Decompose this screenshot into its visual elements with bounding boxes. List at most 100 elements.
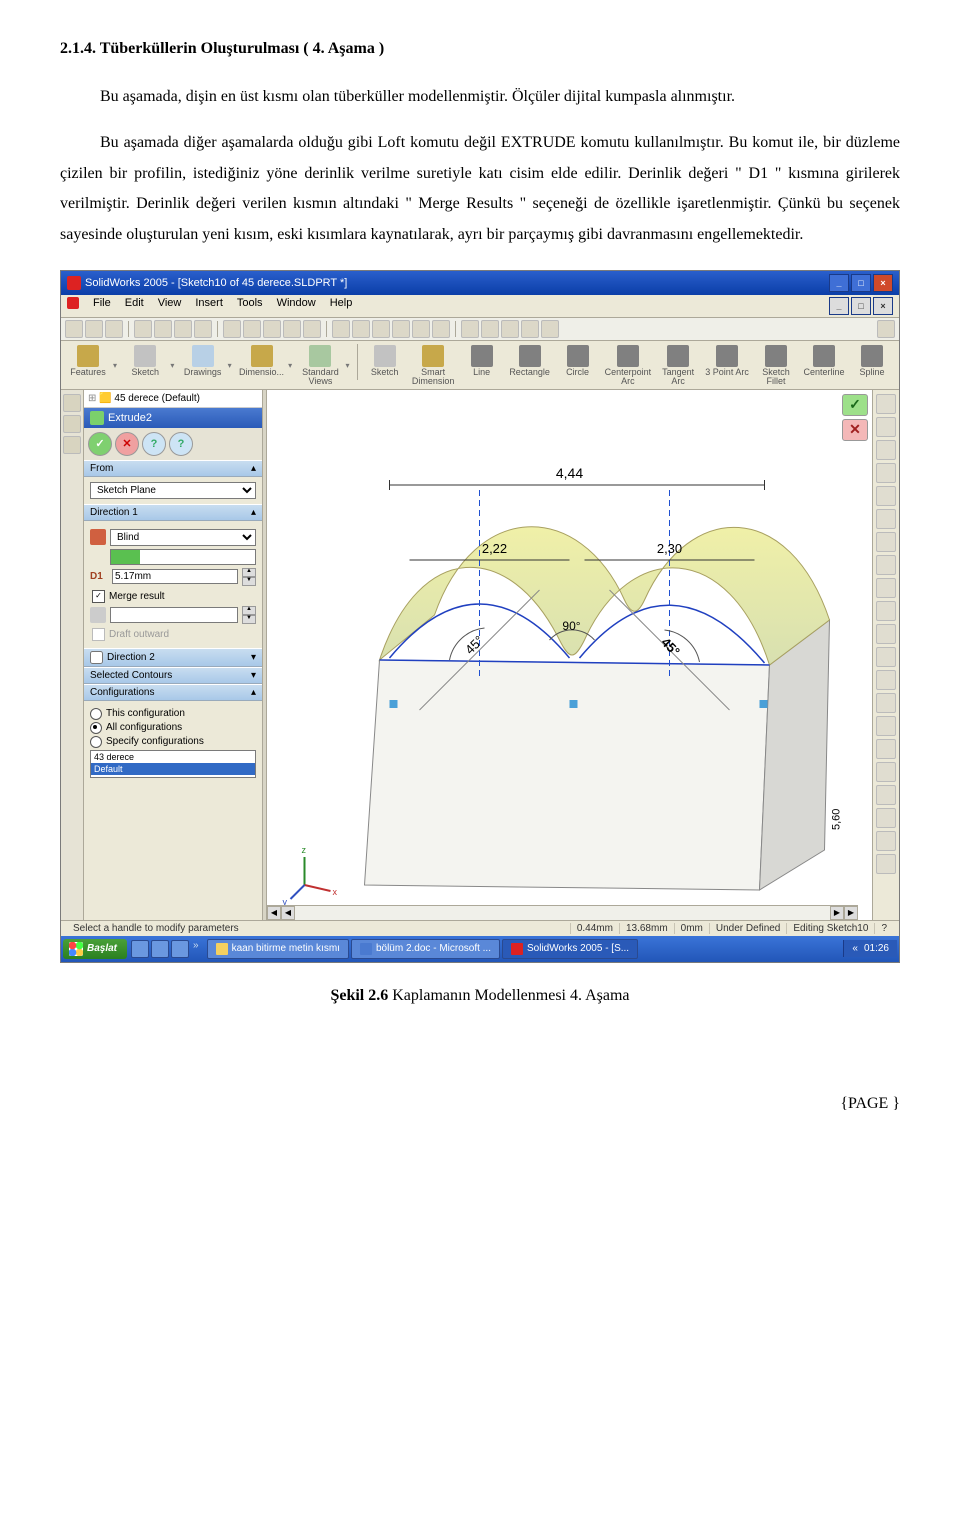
toolbar-icon[interactable] [134, 320, 152, 338]
toolbar-icon[interactable] [392, 320, 410, 338]
toolbar-icon[interactable] [154, 320, 172, 338]
scroll-right-button[interactable]: ▶ [844, 906, 858, 920]
tool-icon[interactable] [876, 831, 896, 851]
command-centerpoint[interactable]: Centerpoint Arc [603, 344, 654, 388]
arc-icon[interactable] [876, 532, 896, 552]
taskbar-item[interactable]: bölüm 2.doc - Microsoft ... [351, 939, 500, 959]
taskbar-item[interactable]: kaan bitirme metin kısmı [207, 939, 349, 959]
command-sketch[interactable]: Sketch [122, 344, 168, 378]
command-spline[interactable]: Spline [849, 344, 895, 378]
confirm-cancel-button[interactable]: ✕ [842, 419, 868, 441]
spin-down-button[interactable]: ▼ [242, 577, 256, 586]
draft-icon[interactable] [90, 607, 106, 623]
command-rectangle[interactable]: Rectangle [507, 344, 553, 378]
cfg-listbox[interactable]: 43 derece Default [90, 750, 256, 778]
dropdown-icon[interactable]: ▾ [170, 361, 177, 370]
menu-view[interactable]: View [158, 297, 182, 315]
list-item[interactable]: 43 derece [91, 751, 255, 763]
pm-dir2-header[interactable]: Direction 2▾ [84, 648, 262, 667]
tool-icon[interactable] [876, 693, 896, 713]
spline-icon[interactable] [876, 578, 896, 598]
toolbar-icon[interactable] [303, 320, 321, 338]
dropdown-icon[interactable]: ▾ [113, 361, 120, 370]
toolbar-icon[interactable] [263, 320, 281, 338]
draft-angle-input[interactable] [110, 607, 238, 623]
select-icon[interactable] [876, 394, 896, 414]
toolbar-icon[interactable] [352, 320, 370, 338]
command-circle[interactable]: Circle [555, 344, 601, 378]
taskbar-item[interactable]: SolidWorks 2005 - [S... [502, 939, 638, 959]
tool-icon[interactable] [876, 624, 896, 644]
minimize-button[interactable]: _ [829, 274, 849, 292]
start-button[interactable]: Başlat [63, 939, 127, 959]
toolbar-icon[interactable] [283, 320, 301, 338]
close-button[interactable]: × [873, 274, 893, 292]
toolbar-icon[interactable] [105, 320, 123, 338]
scroll-left-button[interactable]: ◀ [281, 906, 295, 920]
pm-selcontours-header[interactable]: Selected Contours▾ [84, 667, 262, 684]
menu-help[interactable]: Help [330, 297, 353, 315]
toolbar-icon[interactable] [412, 320, 430, 338]
pm-config-header[interactable]: Configurations▴ [84, 684, 262, 701]
tool-icon[interactable] [876, 716, 896, 736]
toolbar-icon[interactable] [372, 320, 390, 338]
d1-value-input[interactable] [112, 569, 238, 584]
command-centerline[interactable]: Centerline [801, 344, 847, 378]
menu-window[interactable]: Window [277, 297, 316, 315]
point-icon[interactable] [876, 601, 896, 621]
toolbar-icon[interactable] [501, 320, 519, 338]
pm-help-button[interactable]: ? [169, 432, 193, 456]
toolbar-icon[interactable] [223, 320, 241, 338]
h-scrollbar[interactable]: ◀ ◀ ▶ ▶ [267, 905, 858, 920]
tool-icon[interactable] [876, 808, 896, 828]
cfg-spec-radio[interactable] [90, 736, 102, 748]
list-item[interactable]: Default [91, 763, 255, 775]
toolbar-icon[interactable] [194, 320, 212, 338]
tool-icon[interactable] [876, 739, 896, 759]
doc-close-button[interactable]: × [873, 297, 893, 315]
toolbar-icon[interactable] [85, 320, 103, 338]
feature-tree-root[interactable]: ⊞ 🟨 45 derece (Default) [84, 390, 262, 408]
toolbar-icon[interactable] [541, 320, 559, 338]
spin-down-button[interactable]: ▼ [242, 615, 256, 624]
from-select[interactable]: Sketch Plane [90, 482, 256, 499]
tool-icon[interactable] [876, 670, 896, 690]
maximize-button[interactable]: □ [851, 274, 871, 292]
dropdown-icon[interactable]: ▾ [228, 361, 235, 370]
pm-preview-button[interactable]: ? [142, 432, 166, 456]
arc-icon[interactable] [876, 555, 896, 575]
command-line[interactable]: Line [459, 344, 505, 378]
tab-icon[interactable] [63, 415, 81, 433]
scroll-left-button[interactable]: ◀ [267, 906, 281, 920]
graphics-viewport[interactable]: 4,44 2,22 2,30 90° 45° 45° 5,60 [267, 390, 872, 920]
toolbar-icon[interactable] [481, 320, 499, 338]
ql-icon[interactable] [151, 940, 169, 958]
circle-icon[interactable] [876, 509, 896, 529]
dropdown-icon[interactable]: ▾ [288, 361, 295, 370]
merge-result-checkbox[interactable]: ✓ [92, 590, 105, 603]
tool-icon[interactable] [876, 762, 896, 782]
tool-icon[interactable] [876, 647, 896, 667]
command-features[interactable]: Features [65, 344, 111, 378]
command-3[interactable]: 3 Point Arc [703, 344, 751, 378]
dir1-type-select[interactable]: Blind [110, 529, 256, 546]
menu-file[interactable]: File [93, 297, 111, 315]
spin-up-button[interactable]: ▲ [242, 568, 256, 577]
pm-dir1-header[interactable]: Direction 1▴ [84, 504, 262, 521]
command-dimensio[interactable]: Dimensio... [237, 344, 286, 378]
command-sketch[interactable]: Sketch Fillet [753, 344, 799, 388]
dir2-checkbox[interactable] [90, 651, 103, 664]
ql-icon[interactable] [131, 940, 149, 958]
toolbar-icon[interactable] [461, 320, 479, 338]
command-standard[interactable]: Standard Views [297, 344, 343, 388]
ql-icon[interactable] [171, 940, 189, 958]
command-smart[interactable]: Smart Dimension [410, 344, 457, 388]
menu-insert[interactable]: Insert [195, 297, 223, 315]
doc-minimize-button[interactable]: _ [829, 297, 849, 315]
line-icon[interactable] [876, 463, 896, 483]
toolbar-icon[interactable] [243, 320, 261, 338]
line-icon[interactable] [876, 440, 896, 460]
menu-edit[interactable]: Edit [125, 297, 144, 315]
toolbar-icon[interactable] [332, 320, 350, 338]
line-icon[interactable] [876, 417, 896, 437]
